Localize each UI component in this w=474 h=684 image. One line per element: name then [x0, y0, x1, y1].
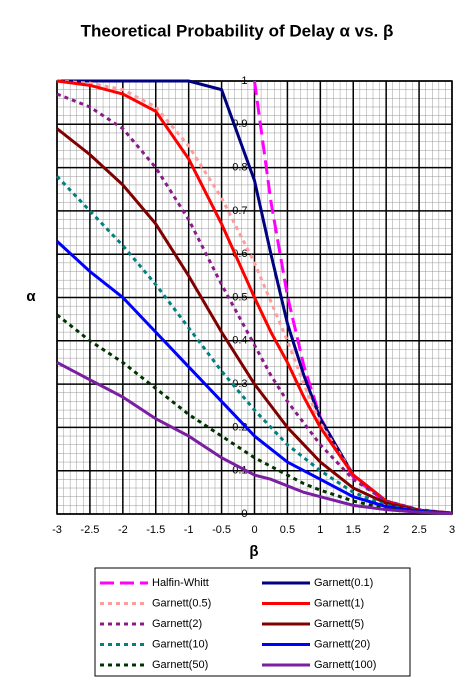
- data-line: [56, 127, 453, 515]
- data-line: [55, 240, 453, 515]
- legend-label: Garnett(50): [152, 659, 208, 671]
- data-line: [56, 361, 453, 516]
- y-axis-label: α: [26, 288, 36, 305]
- legend-label: Garnett(0.5): [152, 597, 211, 609]
- x-axis-label: β: [249, 543, 258, 560]
- y-tick-label: 0.3: [232, 378, 247, 390]
- x-tick-label: -2.5: [80, 524, 99, 536]
- legend-label: Garnett(10): [152, 638, 208, 650]
- legend-label: Garnett(1): [314, 597, 364, 609]
- legend-label: Garnett(2): [152, 618, 202, 630]
- legend-label: Garnett(20): [314, 638, 370, 650]
- x-tick-label: 0: [251, 524, 257, 536]
- data-line: [56, 79, 453, 515]
- chart-title: Theoretical Probability of Delay α vs. β: [81, 21, 394, 40]
- y-tick-label: 0.8: [232, 162, 247, 174]
- legend-label: Garnett(5): [314, 618, 364, 630]
- legend-box: [94, 567, 411, 677]
- x-tick-label: -2: [118, 524, 128, 536]
- x-tick-label: -3: [52, 524, 62, 536]
- x-tick-label: 1: [317, 524, 323, 536]
- x-tick-label: -0.5: [212, 524, 231, 536]
- x-tick-label: 1.5: [346, 524, 361, 536]
- x-tick-label: -1.5: [146, 524, 165, 536]
- legend-label: Garnett(0.1): [314, 577, 373, 589]
- data-line: [56, 92, 453, 515]
- legend-label: Halfin-Whitt: [152, 577, 209, 589]
- data-line: [55, 175, 453, 515]
- y-tick-label: 0.5: [232, 291, 247, 303]
- y-tick-label: 0.4: [232, 335, 247, 347]
- x-tick-label: 3: [449, 524, 455, 536]
- x-tick-label: -1: [184, 524, 194, 536]
- y-tick-label: 0.7: [232, 205, 247, 217]
- legend-label: Garnett(100): [314, 659, 376, 671]
- x-tick-label: 2.5: [411, 524, 426, 536]
- x-tick-label: 0.5: [280, 524, 295, 536]
- y-tick-label: 0.1: [232, 465, 247, 477]
- x-tick-label: 2: [383, 524, 389, 536]
